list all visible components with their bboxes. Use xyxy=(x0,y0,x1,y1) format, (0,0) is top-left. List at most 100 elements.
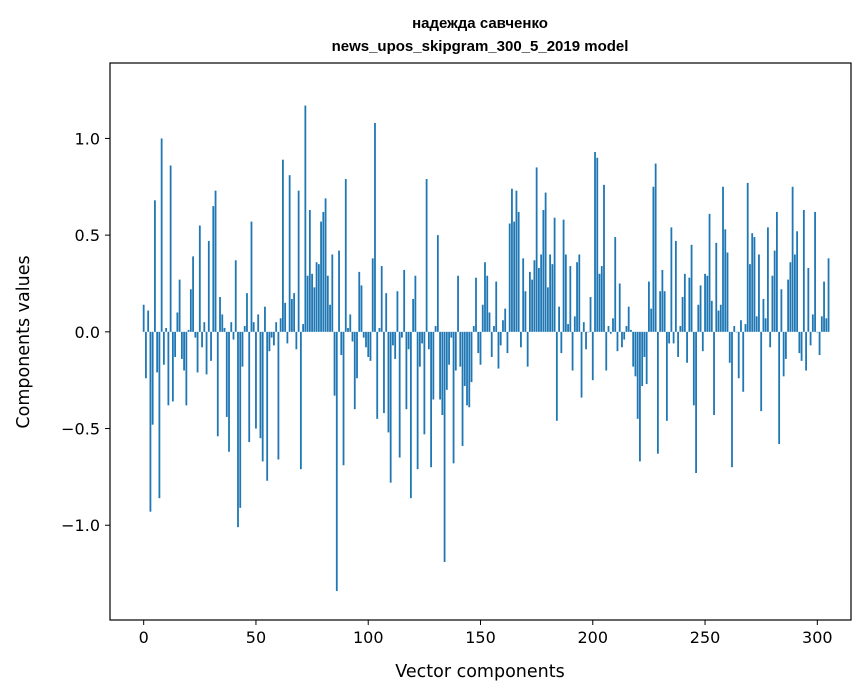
bar xyxy=(277,331,280,460)
bar xyxy=(284,302,287,332)
bar xyxy=(495,281,498,332)
bar xyxy=(297,190,300,332)
bar xyxy=(654,163,657,332)
bar xyxy=(389,331,392,483)
bar xyxy=(560,331,563,354)
bar xyxy=(542,209,545,332)
bar xyxy=(753,237,756,332)
bar xyxy=(701,331,704,352)
bar xyxy=(605,331,608,371)
bar xyxy=(145,331,147,379)
bar xyxy=(259,331,262,439)
bar xyxy=(490,331,493,357)
bar xyxy=(396,291,399,332)
bar xyxy=(322,211,325,332)
bar xyxy=(432,331,435,400)
bar xyxy=(580,331,583,398)
bar xyxy=(710,300,713,332)
bar xyxy=(787,279,790,332)
bar xyxy=(313,287,316,332)
bar xyxy=(484,262,486,332)
x-tick-label: 100 xyxy=(353,628,384,647)
bar xyxy=(526,331,529,367)
bar xyxy=(171,331,174,402)
bar xyxy=(387,331,390,433)
bar xyxy=(796,231,799,332)
y-tick-label: 1.0 xyxy=(75,129,100,148)
bar xyxy=(187,329,190,332)
bar xyxy=(257,314,260,332)
bar xyxy=(232,331,235,340)
bar xyxy=(452,331,455,464)
bar xyxy=(713,331,715,415)
bar xyxy=(771,275,774,332)
bar xyxy=(367,331,370,357)
chart-title-line-1: надежда савченко xyxy=(412,15,548,32)
bar xyxy=(735,331,738,333)
bar xyxy=(331,254,334,332)
bar xyxy=(270,331,273,338)
bar xyxy=(183,331,185,371)
bar xyxy=(409,331,412,499)
bar xyxy=(306,275,309,332)
bar xyxy=(353,331,356,410)
bar xyxy=(807,268,810,332)
bar xyxy=(585,331,587,350)
bar xyxy=(697,304,700,332)
bar xyxy=(612,318,614,332)
bar xyxy=(614,237,617,332)
bar xyxy=(558,306,560,332)
bar xyxy=(398,331,401,458)
bar xyxy=(423,331,426,435)
bar xyxy=(434,326,437,332)
bar xyxy=(634,331,637,377)
bar xyxy=(176,312,179,332)
bar xyxy=(742,331,745,392)
bar xyxy=(823,281,825,332)
bar xyxy=(472,326,475,332)
bar xyxy=(405,331,408,410)
bar xyxy=(827,258,830,332)
bar xyxy=(311,273,313,332)
bar xyxy=(511,188,513,332)
bar xyxy=(598,273,601,332)
bar xyxy=(751,233,754,332)
bar xyxy=(555,331,558,421)
bar xyxy=(470,331,473,383)
bar xyxy=(320,221,322,332)
bar xyxy=(250,221,253,332)
bar xyxy=(174,331,177,357)
bar xyxy=(178,279,181,332)
bar xyxy=(430,331,432,468)
bar xyxy=(401,331,403,338)
bar xyxy=(225,331,228,417)
x-tick-label: 0 xyxy=(139,628,149,647)
bar xyxy=(299,331,302,470)
bar xyxy=(365,331,367,348)
bar xyxy=(645,331,648,385)
bar xyxy=(740,320,742,332)
bar xyxy=(737,331,740,379)
bar xyxy=(549,254,552,332)
bar xyxy=(715,242,718,332)
bar xyxy=(596,157,599,332)
bar xyxy=(564,254,567,332)
bar xyxy=(769,331,772,348)
bar xyxy=(780,289,783,332)
x-axis-label: Vector components xyxy=(395,662,564,682)
bar xyxy=(594,151,596,332)
bar xyxy=(688,277,691,332)
bar xyxy=(609,331,612,334)
bar xyxy=(167,331,170,406)
bar xyxy=(246,293,248,332)
y-tick-label: −1.0 xyxy=(61,516,100,535)
bar xyxy=(789,262,792,332)
bar xyxy=(603,184,605,332)
bar xyxy=(160,138,163,332)
bar xyxy=(371,258,374,332)
bar xyxy=(679,326,682,332)
bar xyxy=(351,331,354,342)
bar xyxy=(457,275,459,332)
bar xyxy=(758,254,760,332)
bar xyxy=(764,318,767,332)
